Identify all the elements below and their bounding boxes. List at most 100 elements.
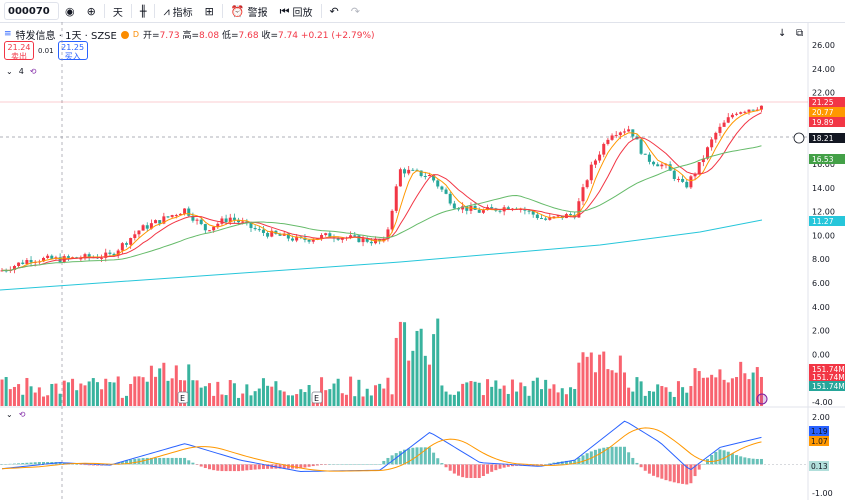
candle <box>394 186 398 211</box>
indicator-settings-icon[interactable]: ⟲ <box>29 67 37 76</box>
volume-bar <box>220 394 224 406</box>
candle <box>407 169 411 174</box>
interval-button[interactable]: 天 <box>107 0 129 22</box>
macd-settings-icon[interactable]: ⟲ <box>18 410 26 419</box>
earnings-marker <box>177 391 189 404</box>
macd-histogram-bar <box>253 464 257 470</box>
volume-bar <box>652 391 656 406</box>
templates-button[interactable]: ⊞ <box>199 0 220 22</box>
volume-bar <box>490 386 494 406</box>
symbol-text: 000070 <box>8 5 50 17</box>
macd-histogram-bar <box>241 464 245 471</box>
add-alert-plus-icon <box>793 132 805 144</box>
volume-bar <box>62 380 66 406</box>
candle <box>672 170 676 179</box>
replay-icon: ⏮ <box>279 4 290 18</box>
volume-bar <box>324 390 328 406</box>
volume-bar <box>660 386 664 406</box>
macd-histogram-bar <box>527 464 531 466</box>
volume-bar <box>627 387 631 406</box>
macd-histogram-bar <box>187 460 191 465</box>
volume-bar <box>245 384 249 406</box>
candle <box>369 241 373 244</box>
macd-axis-label: 1.19 <box>811 427 828 436</box>
redo-button[interactable]: ↷ <box>345 0 366 22</box>
volume-bar <box>585 356 589 406</box>
volume-bar <box>685 392 689 406</box>
macd-histogram-bar <box>656 464 660 478</box>
volume-bar <box>37 387 41 406</box>
candle <box>627 129 631 132</box>
macd-histogram-bar <box>320 464 324 465</box>
volume-bar <box>602 351 606 406</box>
candle <box>452 203 456 209</box>
candle <box>706 147 709 159</box>
undo-button[interactable]: ↶ <box>324 0 345 22</box>
sell-button[interactable]: 21.24 卖出 <box>4 41 34 61</box>
macd-histogram-bar <box>154 457 158 465</box>
macd-histogram-bar <box>473 464 477 478</box>
interval-badge: D <box>132 30 140 39</box>
candle <box>531 211 535 215</box>
ma10-line <box>1 112 762 271</box>
macd-histogram-bar <box>245 464 249 471</box>
candle <box>133 234 137 239</box>
candle <box>108 252 112 254</box>
volume-bar <box>33 392 37 406</box>
macd-histogram-bar <box>465 464 469 478</box>
macd-histogram-bar <box>735 455 739 465</box>
volume-bar <box>560 388 564 406</box>
macd-histogram-bar <box>581 455 585 465</box>
candle <box>444 189 448 194</box>
macd-histogram-bar <box>286 464 290 469</box>
buy-button[interactable]: 21.25 买入 <box>57 41 88 61</box>
divider <box>221 4 223 18</box>
candle <box>261 229 265 233</box>
expand-icon[interactable]: ⧉ <box>796 28 804 39</box>
macd-axis-tick: 2.00 <box>812 413 830 422</box>
macd-histogram-bar <box>502 464 506 468</box>
volume-bar <box>199 387 203 406</box>
volume-bar <box>133 376 137 406</box>
volume-bar <box>145 381 149 406</box>
volume-bar <box>531 380 535 406</box>
symbol-search[interactable]: 000070 <box>4 2 59 20</box>
symbol-title: 特发信息 · 1天 · SZSE <box>15 31 117 42</box>
candle <box>203 224 207 231</box>
grid-icon: ⊞ <box>204 4 214 18</box>
watch-button[interactable]: ◉ <box>59 0 81 22</box>
candle <box>548 216 552 220</box>
candle <box>170 215 174 217</box>
volume-bar <box>58 393 62 406</box>
volume-bar <box>718 369 722 406</box>
volume-bar <box>154 376 158 406</box>
earnings-marker-label: E <box>180 394 185 403</box>
alerts-button[interactable]: ⏰ 警报 <box>225 0 274 22</box>
candle <box>606 139 610 144</box>
macd-histogram-bar <box>216 464 220 471</box>
macd-histogram-bar <box>403 449 407 465</box>
volume-bar <box>714 377 718 406</box>
volume-bar <box>336 378 340 406</box>
download-icon[interactable]: ↓ <box>778 28 787 39</box>
candle <box>718 126 722 133</box>
indicators-button[interactable]: ⩘ 指标 <box>157 0 198 22</box>
chart-type-button[interactable]: ╫ <box>134 0 153 22</box>
macd-histogram-bar <box>315 464 319 466</box>
volume-bar <box>676 381 680 406</box>
volume-bar <box>465 382 469 406</box>
replay-button[interactable]: ⏮ 回放 <box>274 0 319 22</box>
collapse-chevron-icon[interactable]: ⌄ <box>6 67 13 76</box>
volume-bar <box>116 376 120 406</box>
collapse-chevron-icon[interactable]: ⌄ <box>6 410 13 419</box>
series-legend: ≡ 特发信息 · 1天 · SZSE D 开=7.73 高=8.08 低=7.6… <box>4 27 375 42</box>
volume-bar <box>365 388 369 406</box>
candle <box>158 220 162 224</box>
compare-button[interactable]: ⊕ <box>81 0 102 22</box>
macd-histogram-bar <box>46 462 50 465</box>
macd-histogram-bar <box>307 464 311 467</box>
volume-bar <box>403 322 407 406</box>
candle <box>390 210 394 230</box>
price-axis-label-bg <box>809 216 845 226</box>
